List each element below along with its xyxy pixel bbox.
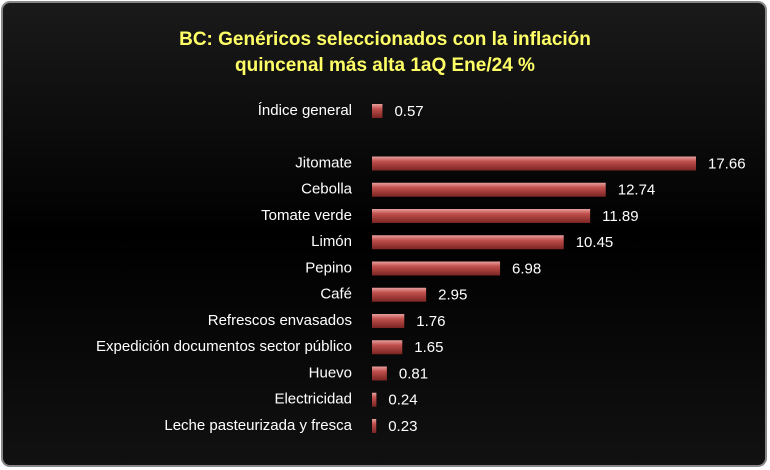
y-tick-label: Cebolla bbox=[301, 181, 353, 198]
value-label: 17.66 bbox=[708, 155, 746, 172]
y-tick-label: Leche pasteurizada y fresca bbox=[164, 417, 352, 434]
value-label: 6.98 bbox=[512, 260, 541, 277]
bar bbox=[372, 419, 377, 433]
bar bbox=[372, 156, 696, 171]
value-label: 2.95 bbox=[438, 287, 467, 304]
y-tick-label: Pepino bbox=[305, 259, 352, 276]
bar bbox=[372, 235, 564, 250]
y-tick-label: Expedición documentos sector público bbox=[96, 338, 352, 355]
bar bbox=[372, 340, 403, 355]
y-tick-label: Electricidad bbox=[274, 391, 352, 408]
bar bbox=[372, 314, 405, 328]
value-label: 0.81 bbox=[399, 365, 428, 382]
bar bbox=[372, 392, 377, 407]
bar bbox=[372, 182, 606, 197]
value-label: 1.76 bbox=[416, 313, 445, 330]
y-tick-label: Limón bbox=[311, 233, 352, 250]
y-tick-label: Índice general bbox=[258, 102, 352, 119]
value-label: 11.89 bbox=[602, 208, 638, 225]
bar bbox=[372, 287, 427, 302]
value-label: 12.74 bbox=[618, 182, 656, 199]
y-tick-label: Refrescos envasados bbox=[208, 312, 352, 329]
bar bbox=[372, 366, 387, 381]
value-label: 10.45 bbox=[576, 234, 614, 251]
bar bbox=[372, 209, 591, 223]
value-label: 0.24 bbox=[388, 392, 417, 409]
y-tick-label: Huevo bbox=[309, 364, 352, 381]
value-label: 0.23 bbox=[388, 418, 417, 435]
y-tick-label: Jitomate bbox=[295, 154, 352, 171]
chart-title: quincenal más alta 1aQ Ene/24 % bbox=[235, 55, 535, 76]
bar bbox=[372, 104, 383, 118]
y-tick-label: Tomate verde bbox=[261, 207, 352, 224]
value-label: 0.57 bbox=[394, 103, 423, 120]
value-label: 1.65 bbox=[414, 339, 443, 356]
bar bbox=[372, 261, 501, 276]
chart-title: BC: Genéricos seleccionados con la infla… bbox=[179, 29, 591, 50]
y-tick-label: Café bbox=[320, 286, 352, 303]
